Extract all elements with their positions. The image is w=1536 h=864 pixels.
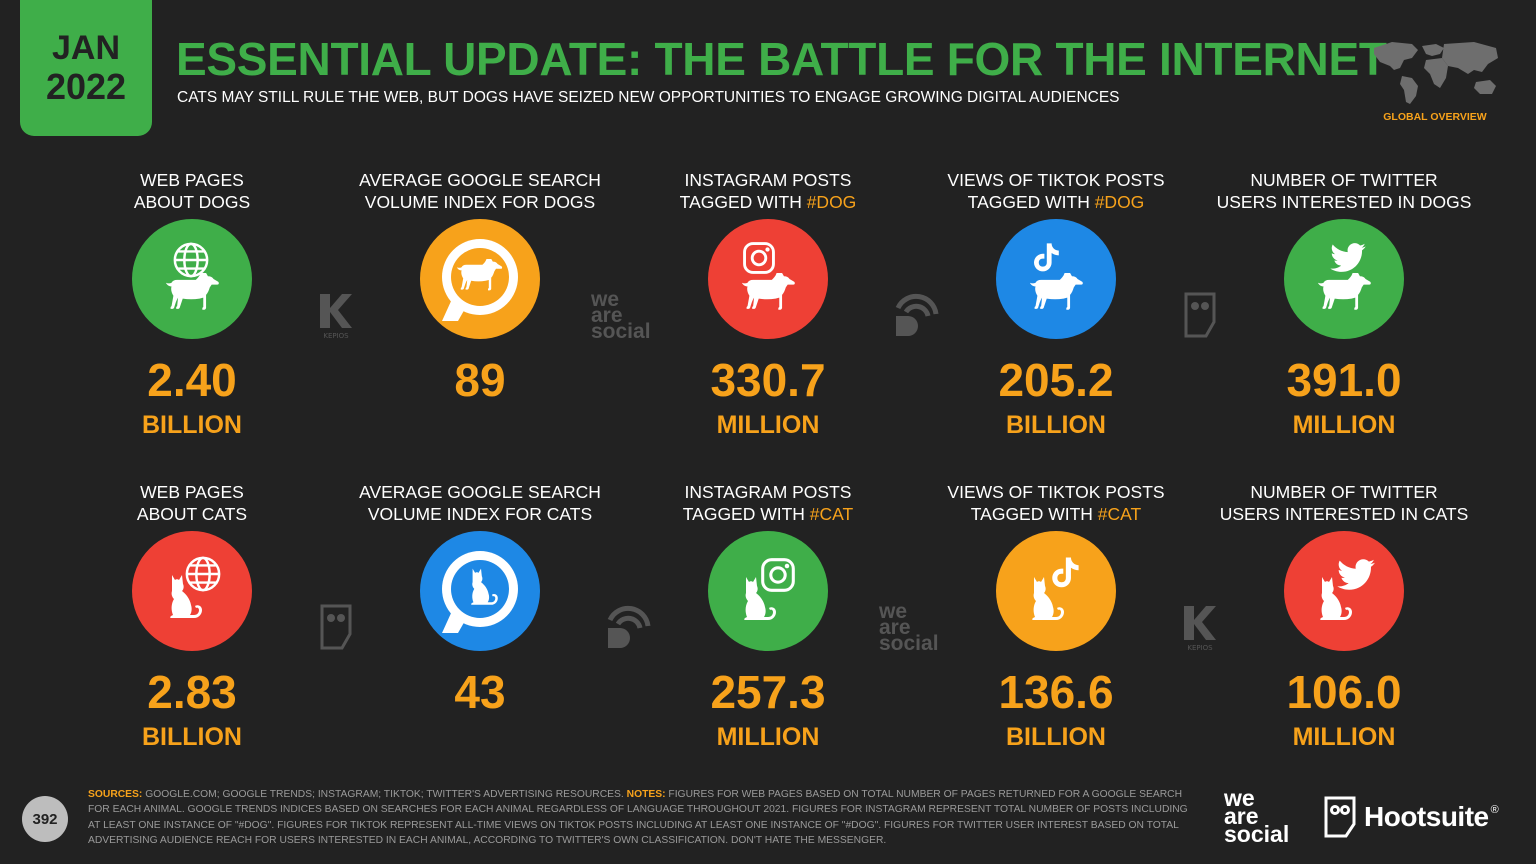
hootsuite-owl-watermark-icon [1184,292,1216,338]
stat-label: VIEWS OF TIKTOK POSTS TAGGED WITH #CAT [947,482,1165,524]
stat-unit: MILLION [1292,723,1396,751]
globe-dog-icon [132,219,252,339]
stat-unit: BILLION [142,411,242,439]
date-year: 2022 [45,66,127,107]
svg-text:KEPIOS: KEPIOS [323,332,349,340]
page-subtitle: CATS MAY STILL RULE THE WEB, BUT DOGS HA… [177,89,1120,106]
we-are-social-watermark: we are social [591,288,651,343]
stat-label: NUMBER OF TWITTER USERS INTERESTED IN CAT… [1219,482,1469,524]
stat-label: INSTAGRAM POSTS TAGGED WITH #CAT [682,482,854,524]
date-badge: JAN 2022 [20,0,152,136]
globe-cat-icon [132,531,252,651]
stat-unit: BILLION [1006,411,1106,439]
stat-value: 205.2 [998,354,1114,406]
stat-value: 257.3 [710,666,826,718]
world-map-icon [1374,42,1498,104]
we-are-social-watermark: we are social [879,600,939,655]
stat-label: AVERAGE GOOGLE SEARCH VOLUME INDEX FOR DO… [359,170,601,212]
stat-value: 89 [454,354,506,406]
hootsuite-owl-icon [1324,796,1356,838]
stat-unit: MILLION [716,411,820,439]
stat-label: WEB PAGES ABOUT CATS [136,482,248,524]
hootsuite-registered-mark: ® [1490,804,1499,816]
stat-value: 330.7 [710,354,826,406]
stat-label: WEB PAGES ABOUT DOGS [133,170,251,212]
hootsuite-wordmark: Hootsuite [1364,801,1489,832]
datareportal-logo-icon [604,602,652,650]
stat-unit: BILLION [1006,723,1106,751]
global-overview-label: GLOBAL OVERVIEW [1383,111,1487,123]
stat-unit: MILLION [1292,411,1396,439]
tiktok-cat-icon [996,531,1116,651]
stat-value: 106.0 [1286,666,1402,718]
twitter-dog-icon [1284,219,1404,339]
stat-value: 136.6 [998,666,1114,718]
kepios-logo-icon: KEPIOS [318,292,354,340]
search-dog-icon [420,219,540,339]
hootsuite-owl-watermark-icon [320,604,352,650]
hootsuite-logo: Hootsuite ® [1324,796,1499,838]
datareportal-logo-icon [892,290,940,338]
stat-label: VIEWS OF TIKTOK POSTS TAGGED WITH #DOG [947,170,1165,212]
stat-value: 391.0 [1286,354,1402,406]
date-month: JAN [51,29,121,67]
stat-label: AVERAGE GOOGLE SEARCH VOLUME INDEX FOR CA… [359,482,601,524]
search-cat-icon [420,531,540,651]
kepios-logo-icon: KEPIOS [1182,604,1218,652]
instagram-cat-icon [708,531,828,651]
page-title: ESSENTIAL UPDATE: THE BATTLE FOR THE INT… [176,33,1387,85]
page-number-badge: 392 [22,796,68,842]
stat-value: 43 [454,666,506,718]
stat-unit: MILLION [716,723,820,751]
tiktok-dog-icon [996,219,1116,339]
stat-value: 2.83 [147,666,237,718]
twitter-cat-icon [1284,531,1404,651]
stat-value: 2.40 [147,354,237,406]
stat-label: NUMBER OF TWITTER USERS INTERESTED IN DOG… [1216,170,1472,212]
we-are-social-logo: we are social [1224,785,1290,847]
stat-label: INSTAGRAM POSTS TAGGED WITH #DOG [679,170,857,212]
stat-unit: BILLION [142,723,242,751]
svg-text:KEPIOS: KEPIOS [1187,644,1213,652]
instagram-dog-icon [708,219,828,339]
sources-notes: SOURCES: GOOGLE.COM; GOOGLE TRENDS; INST… [88,789,1188,846]
